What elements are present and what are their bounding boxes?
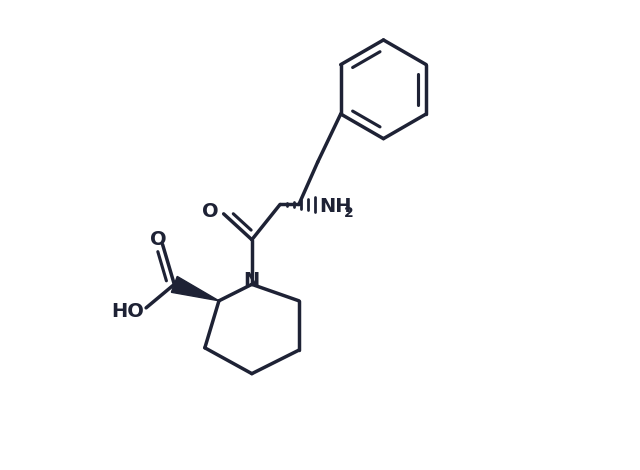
Polygon shape [172, 276, 219, 301]
Text: HO: HO [111, 302, 144, 321]
Text: O: O [202, 202, 219, 221]
Text: N: N [244, 271, 260, 290]
Text: O: O [150, 230, 166, 249]
Text: 2: 2 [344, 206, 353, 220]
Text: NH: NH [319, 197, 351, 216]
